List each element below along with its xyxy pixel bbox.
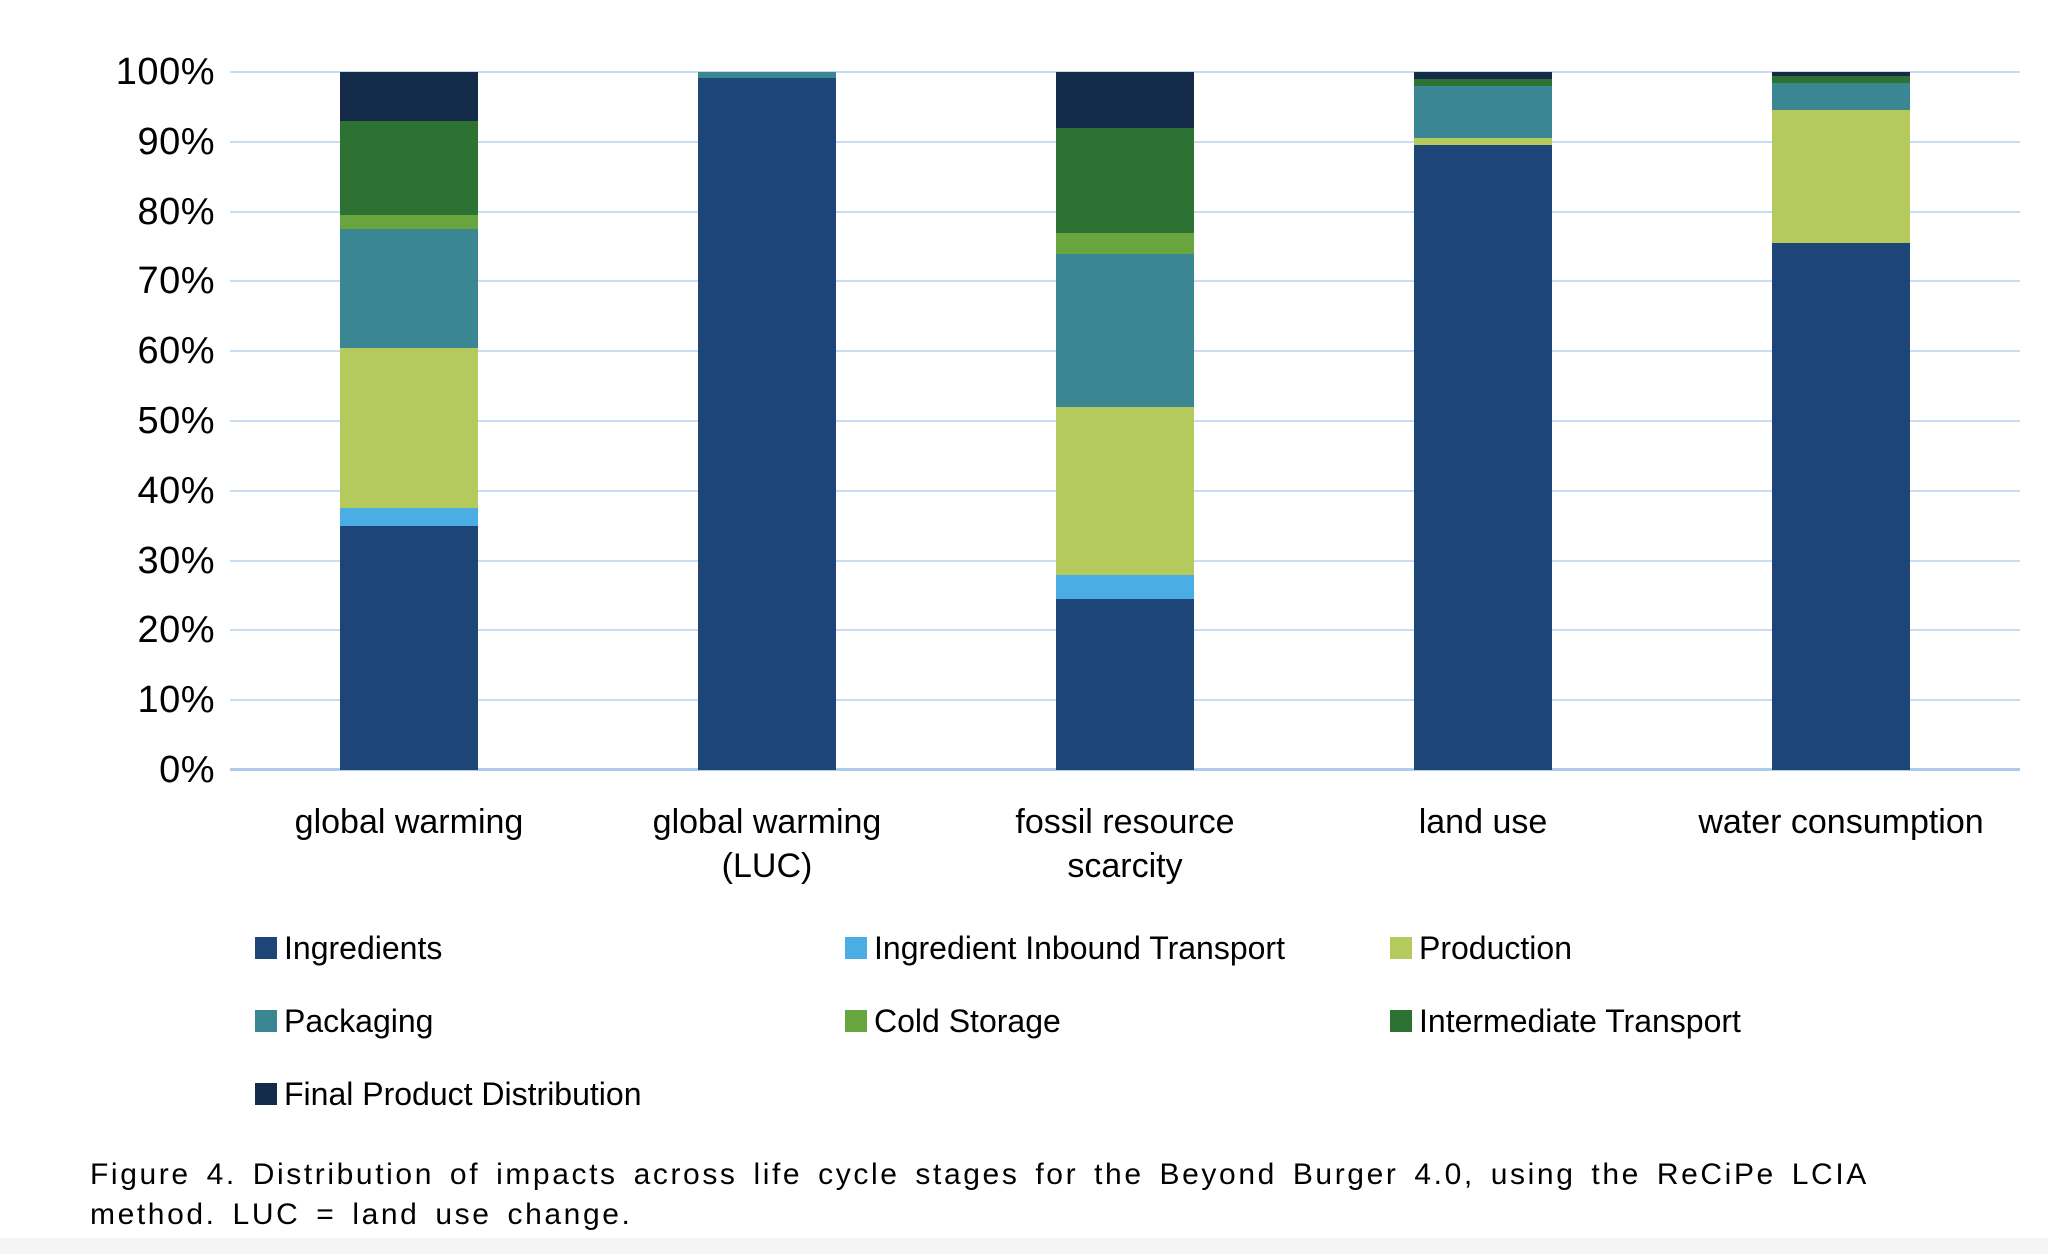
- gridline-100: [230, 71, 2020, 73]
- bar-segment: [1414, 79, 1552, 86]
- legend-swatch-icon: [1390, 937, 1412, 959]
- legend-item: Intermediate Transport: [1390, 1001, 1975, 1041]
- bar-column-1: [340, 72, 478, 770]
- legend-swatch-icon: [845, 1010, 867, 1032]
- bar-segment: [340, 120, 478, 216]
- bar-column-2: [698, 72, 836, 770]
- y-tick-label-80: 80%: [137, 190, 215, 233]
- legend: Ingredients Ingredient Inbound Transport P…: [255, 928, 1975, 1114]
- bar-segment: [340, 508, 478, 526]
- legend-label: Cold Storage: [874, 1003, 1061, 1039]
- bar-column-4: [1414, 72, 1552, 770]
- bar-segment: [1772, 82, 1910, 111]
- bar-segment: [698, 72, 836, 78]
- bar-segment: [340, 347, 478, 509]
- bar-segment: [340, 229, 478, 348]
- bar-slot-5: [1662, 72, 2020, 770]
- y-tick-label-30: 30%: [137, 539, 215, 582]
- y-tick-label-70: 70%: [137, 260, 215, 303]
- bottom-strip: [0, 1238, 2048, 1254]
- bar-segment: [1772, 75, 1910, 83]
- bar-column-5: [1772, 72, 1910, 770]
- bar-segment: [340, 525, 478, 770]
- legend-item: Ingredient Inbound Transport: [845, 928, 1390, 968]
- bar-segment: [1056, 72, 1194, 128]
- legend-item: Cold Storage: [845, 1001, 1390, 1041]
- bar-segment: [340, 215, 478, 230]
- bar-segment: [1056, 574, 1194, 599]
- legend-swatch-icon: [845, 937, 867, 959]
- bar-segment: [340, 72, 478, 121]
- figure-caption: Figure 4. Distribution of impacts across…: [90, 1158, 1868, 1231]
- legend-label: Ingredient Inbound Transport: [874, 930, 1285, 966]
- plot-area: [230, 71, 2020, 771]
- bar-segment: [1772, 72, 1910, 76]
- bar-segment: [1056, 407, 1194, 575]
- bar-segment: [1056, 253, 1194, 408]
- x-axis-label-4: land use: [1418, 803, 1548, 841]
- bar-segment: [1414, 85, 1552, 139]
- legend-label: Final Product Distribution: [284, 1076, 642, 1112]
- legend-swatch-icon: [1390, 1010, 1412, 1032]
- bar-segment: [1414, 138, 1552, 146]
- bar-segment: [698, 77, 836, 770]
- bars-container: [230, 72, 2020, 770]
- bar-segment: [1414, 72, 1552, 80]
- y-tick-label-0: 0%: [159, 749, 215, 791]
- x-axis-labels: global warming global warming (LUC) fossil…: [230, 800, 2020, 888]
- bar-segment: [1056, 127, 1194, 233]
- legend-swatch-icon: [255, 937, 277, 959]
- x-axis-label-1: global warming: [294, 803, 524, 841]
- x-axis-label-3: fossil resource scarcity: [1015, 803, 1235, 885]
- bar-column-3: [1056, 72, 1194, 770]
- bar-segment: [1056, 599, 1194, 770]
- legend-label: Intermediate Transport: [1419, 1003, 1741, 1039]
- bar-slot-3: [946, 72, 1304, 770]
- y-tick-label-50: 50%: [137, 400, 215, 442]
- legend-label: Production: [1419, 930, 1572, 966]
- bar-segment: [1414, 145, 1552, 770]
- legend-swatch-icon: [255, 1010, 277, 1032]
- legend-swatch-icon: [255, 1083, 277, 1105]
- x-axis-label-2: global warming (LUC): [652, 803, 882, 885]
- bar-slot-2: [588, 72, 946, 770]
- x-axis-label-5: water consumption: [1698, 803, 1984, 841]
- y-tick-label-10: 10%: [137, 679, 215, 722]
- y-tick-label-90: 90%: [137, 120, 215, 163]
- legend-label: Packaging: [284, 1003, 434, 1039]
- y-axis: 0% 10% 20% 30% 40% 50% 60% 70% 80% 90% 100%: [0, 53, 215, 789]
- legend-item: Ingredients: [255, 928, 845, 968]
- y-tick-label-60: 60%: [137, 330, 215, 373]
- y-tick-label-100: 100%: [115, 51, 215, 93]
- legend-label: Ingredients: [284, 930, 443, 966]
- bar-segment: [1056, 232, 1194, 254]
- y-tick-label-40: 40%: [137, 469, 215, 512]
- bar-segment: [1772, 243, 1910, 770]
- bar-slot-4: [1304, 72, 1662, 770]
- y-tick-label-20: 20%: [137, 609, 215, 652]
- bar-slot-1: [230, 72, 588, 770]
- legend-item: Production: [1390, 928, 1975, 968]
- legend-item: Packaging: [255, 1001, 845, 1041]
- legend-item: Final Product Distribution: [255, 1074, 845, 1114]
- bar-segment: [1772, 110, 1910, 244]
